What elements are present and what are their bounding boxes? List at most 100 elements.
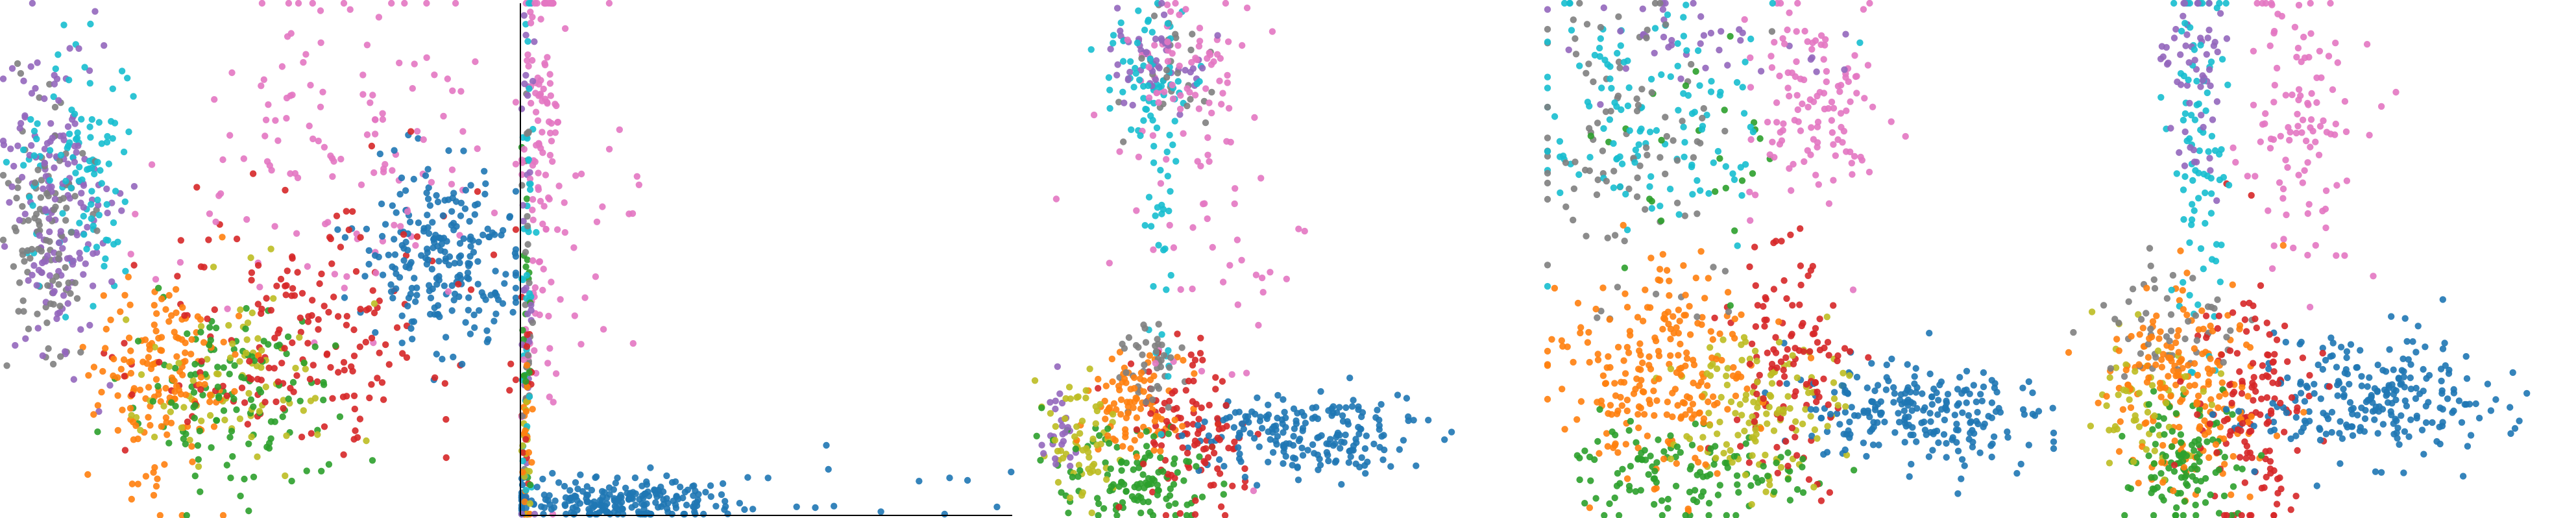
scatter-point — [134, 435, 141, 443]
scatter-point — [423, 245, 431, 253]
scatter-point — [327, 152, 334, 160]
scatter-point — [86, 123, 93, 130]
scatter-point — [1665, 321, 1672, 328]
scatter-point — [1146, 352, 1154, 359]
scatter-point — [1174, 69, 1182, 77]
scatter-point — [512, 246, 520, 253]
scatter-point — [1845, 427, 1852, 434]
scatter-point — [1169, 50, 1176, 57]
scatter-point — [501, 280, 508, 287]
scatter-point — [519, 276, 527, 284]
scatter-point — [2284, 358, 2291, 365]
scatter-point — [663, 495, 670, 502]
scatter-point — [156, 358, 163, 366]
scatter-point — [1269, 28, 1276, 35]
scatter-point — [1115, 99, 1123, 106]
scatter-point — [1192, 55, 1199, 62]
scatter-point — [258, 0, 266, 7]
scatter-point — [2186, 239, 2193, 246]
scatter-point — [1813, 68, 1820, 75]
scatter-point — [1294, 476, 1302, 484]
scatter-point — [465, 275, 472, 282]
scatter-point — [2203, 334, 2210, 341]
scatter-point — [1208, 438, 1215, 445]
scatter-point — [1594, 351, 1601, 358]
scatter-point — [343, 321, 350, 328]
scatter-point — [1720, 449, 1727, 457]
scatter-point — [1204, 134, 1211, 142]
scatter-point — [1680, 32, 1688, 40]
scatter-point — [2340, 393, 2348, 401]
scatter-point — [1364, 458, 1371, 465]
scatter-point — [2206, 420, 2214, 427]
scatter-point — [229, 340, 236, 347]
scatter-point — [1912, 365, 1919, 372]
scatter-point — [1773, 459, 1780, 467]
scatter-point — [244, 319, 252, 327]
scatter-point — [2361, 428, 2368, 435]
scatter-point — [722, 503, 729, 510]
scatter-point — [1047, 399, 1054, 406]
scatter-point — [179, 371, 186, 378]
scatter-point — [1338, 481, 1345, 488]
scatter-point — [1776, 141, 1784, 148]
scatter-point — [296, 334, 303, 341]
scatter-point — [1663, 267, 1671, 274]
scatter-point — [2202, 312, 2210, 319]
scatter-point — [1611, 494, 1618, 502]
scatter-point — [2484, 380, 2492, 388]
scatter-point — [1786, 497, 1794, 504]
scatter-point — [1133, 453, 1141, 460]
scatter-point — [1, 243, 8, 250]
scatter-point — [1626, 127, 1633, 134]
scatter-point — [151, 302, 158, 309]
scatter-point — [2388, 412, 2395, 419]
scatter-point — [1564, 343, 1571, 351]
scatter-point — [1095, 468, 1102, 476]
scatter-point — [1816, 315, 1823, 323]
scatter-point — [640, 501, 648, 508]
scatter-point — [404, 302, 411, 310]
scatter-point — [44, 282, 51, 289]
scatter-point — [41, 95, 48, 103]
scatter-point — [1699, 434, 1707, 441]
scatter-point — [552, 129, 559, 136]
scatter-point — [1734, 242, 1741, 249]
scatter-point — [150, 469, 157, 476]
scatter-point — [2017, 460, 2024, 468]
scatter-point — [379, 271, 387, 278]
scatter-point — [470, 311, 478, 319]
scatter-point — [368, 142, 376, 150]
scatter-point — [449, 194, 456, 202]
scatter-point — [155, 284, 162, 291]
scatter-point — [1830, 395, 1838, 402]
scatter-point — [258, 82, 265, 90]
scatter-point — [393, 324, 401, 331]
scatter-point — [2149, 318, 2157, 325]
scatter-point — [132, 210, 139, 217]
scatter-point — [1047, 410, 1054, 417]
scatter-point — [457, 252, 465, 260]
scatter-point — [118, 68, 126, 75]
scatter-point — [2213, 5, 2220, 12]
scatter-point — [1764, 473, 1771, 480]
scatter-point — [529, 257, 537, 264]
scatter-point — [1065, 510, 1072, 517]
scatter-point — [1008, 468, 1015, 476]
scatter-point — [389, 167, 396, 174]
scatter-point — [1648, 89, 1655, 96]
scatter-point — [1823, 78, 1830, 86]
scatter-point — [2229, 309, 2237, 316]
scatter-point — [2190, 146, 2198, 154]
scatter-point — [1170, 406, 1178, 413]
scatter-point — [1134, 459, 1141, 466]
scatter-point — [1799, 420, 1806, 428]
scatter-point — [304, 318, 312, 325]
scatter-point — [379, 116, 387, 123]
scatter-point — [2280, 236, 2287, 243]
scatter-point — [2172, 512, 2180, 518]
scatter-point — [49, 134, 56, 142]
scatter-point — [1784, 84, 1792, 92]
scatter-point — [350, 392, 358, 399]
scatter-point — [2319, 207, 2326, 215]
